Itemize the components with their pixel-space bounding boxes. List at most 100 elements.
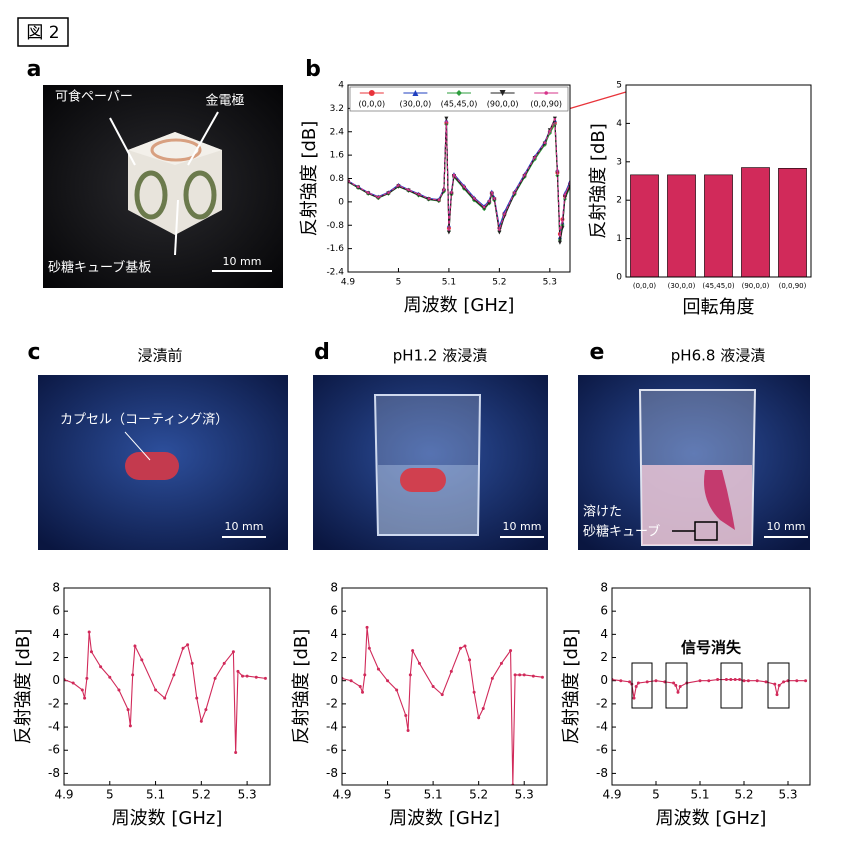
marker bbox=[366, 191, 370, 195]
marker bbox=[472, 690, 476, 694]
y-tick-label: -6 bbox=[48, 743, 60, 757]
legend-marker bbox=[368, 90, 375, 96]
scale-label: 10 mm bbox=[223, 255, 262, 268]
marker bbox=[707, 679, 711, 683]
x-tick-label: 5.3 bbox=[238, 788, 257, 802]
marker bbox=[80, 688, 84, 692]
y-tick-label: 0 bbox=[52, 673, 60, 687]
marker bbox=[377, 196, 380, 199]
x-tick-label: 5.2 bbox=[492, 278, 506, 288]
marker bbox=[513, 191, 516, 194]
bar bbox=[630, 174, 659, 278]
marker bbox=[729, 678, 733, 682]
x-tick-label: 4.9 bbox=[332, 788, 351, 802]
marker bbox=[108, 675, 112, 679]
marker bbox=[437, 198, 441, 202]
y-tick-label: -8 bbox=[326, 766, 338, 780]
y-tick-label: -8 bbox=[48, 766, 60, 780]
y-tick-label: 8 bbox=[52, 581, 60, 595]
electrode bbox=[150, 138, 202, 162]
marker bbox=[531, 674, 535, 678]
marker bbox=[804, 679, 808, 683]
plot-frame bbox=[341, 587, 548, 786]
line-chart: -8 -6 -4 -2 0 2 4 6 8 反射強度 [dB] 4.9 5 5.1 5.2 5.3 周波数 [… bbox=[561, 581, 811, 829]
plot-bg bbox=[612, 588, 810, 785]
marker bbox=[775, 693, 779, 697]
y-tick-label: -1.6 bbox=[326, 244, 344, 254]
y-tick-label: 0 bbox=[616, 273, 622, 283]
marker bbox=[140, 658, 144, 662]
marker bbox=[645, 680, 649, 684]
scale-label: 10 mm bbox=[503, 520, 542, 533]
legend-label: (0,0,0) bbox=[358, 100, 385, 109]
photo-label: カプセル（コーティング済） bbox=[60, 412, 228, 428]
marker bbox=[204, 708, 208, 712]
marker bbox=[363, 673, 367, 677]
marker bbox=[462, 185, 466, 188]
marker bbox=[563, 193, 567, 196]
y-tick-label: -0.8 bbox=[326, 221, 344, 231]
marker bbox=[513, 673, 517, 677]
plot-frame bbox=[63, 587, 271, 786]
marker bbox=[447, 228, 451, 231]
marker bbox=[386, 679, 390, 683]
y-tick-label: 2 bbox=[52, 650, 60, 664]
marker bbox=[468, 658, 472, 662]
photo-d: 10 mm bbox=[313, 375, 548, 550]
y-tick-label: 6 bbox=[330, 604, 338, 618]
annotation-box bbox=[720, 662, 743, 709]
x-tick-label: 5 bbox=[384, 788, 392, 802]
beaker bbox=[373, 394, 482, 536]
y-tick-label: 2 bbox=[330, 650, 338, 664]
x-tick-label: 5.2 bbox=[469, 788, 488, 802]
marker bbox=[376, 667, 380, 671]
cube-top bbox=[128, 132, 222, 165]
y-tick-label: -6 bbox=[596, 743, 608, 757]
capsule bbox=[400, 468, 446, 492]
y-tick-label: -2 bbox=[596, 696, 608, 710]
marker bbox=[716, 678, 720, 682]
legend-label: (30,0,0) bbox=[400, 100, 432, 109]
marker bbox=[523, 173, 526, 177]
plot-bg bbox=[64, 588, 270, 785]
y-axis-label: 反射強度 [dB] bbox=[588, 123, 609, 239]
scale-label: 10 mm bbox=[225, 520, 264, 533]
marker bbox=[674, 683, 678, 687]
marker bbox=[632, 696, 636, 700]
marker bbox=[199, 719, 203, 723]
marker bbox=[509, 649, 513, 653]
marker bbox=[222, 661, 226, 665]
y-tick-label: -6 bbox=[326, 743, 338, 757]
y-tick-label: 0.8 bbox=[330, 174, 345, 184]
marker bbox=[407, 188, 410, 192]
scale-label: 10 mm bbox=[767, 520, 806, 533]
marker bbox=[234, 751, 238, 755]
y-tick-label: 4 bbox=[600, 627, 608, 641]
y-tick-label: 4 bbox=[338, 81, 344, 91]
marker bbox=[724, 678, 728, 682]
legend-label: (45,45,0) bbox=[441, 100, 478, 109]
marker bbox=[619, 679, 623, 683]
x-tick-label: (45,45,0) bbox=[702, 282, 734, 290]
marker bbox=[472, 197, 476, 200]
marker bbox=[533, 156, 536, 159]
marker bbox=[408, 673, 412, 677]
marker bbox=[245, 674, 249, 678]
y-tick-label: -8 bbox=[596, 766, 608, 780]
marker bbox=[488, 200, 491, 203]
marker bbox=[654, 679, 658, 683]
marker bbox=[678, 685, 682, 688]
marker bbox=[397, 184, 400, 187]
annotation-box bbox=[665, 662, 688, 709]
legend-label: (90,0,0) bbox=[487, 100, 519, 109]
electrode bbox=[183, 170, 217, 220]
y-tick-label: 6 bbox=[52, 604, 60, 618]
electrode bbox=[134, 170, 168, 220]
marker bbox=[241, 674, 245, 678]
photo-label: 砂糖キューブ基板 bbox=[48, 260, 151, 276]
marker bbox=[172, 673, 176, 677]
marker bbox=[117, 688, 121, 692]
plot-bg bbox=[342, 588, 547, 785]
marker bbox=[395, 688, 399, 692]
